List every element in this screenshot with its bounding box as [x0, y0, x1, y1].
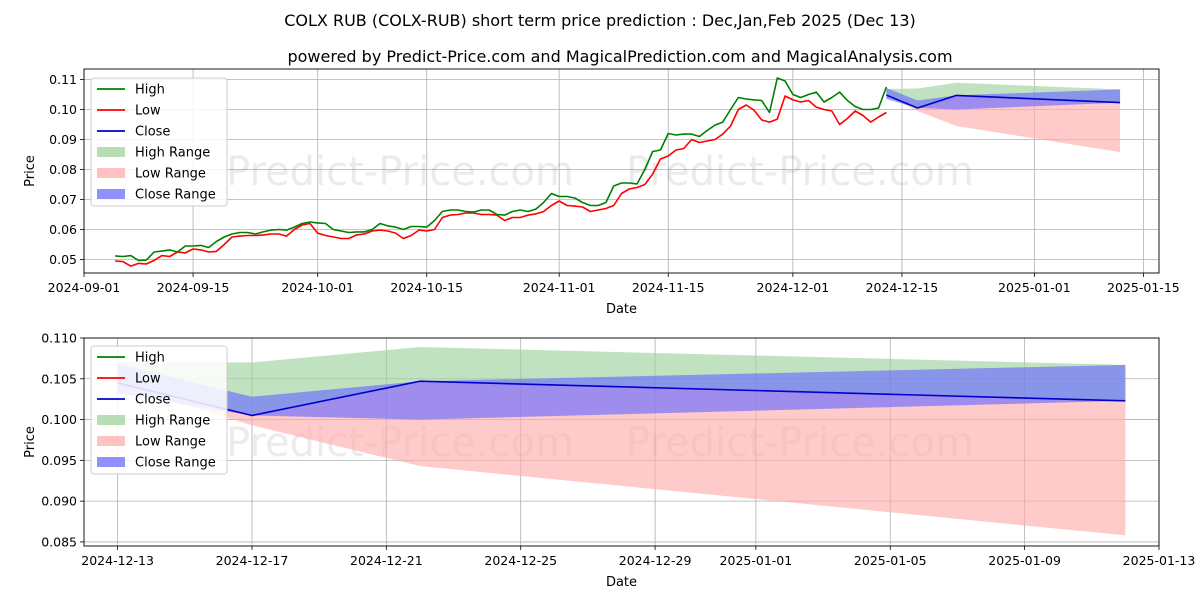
plot-area — [117, 346, 1126, 536]
x-tick-label: 2024-12-25 — [484, 553, 557, 568]
legend-label: Low Range — [135, 435, 206, 450]
x-tick-label: 2024-12-01 — [757, 280, 830, 295]
y-tick-label: 0.08 — [49, 162, 77, 177]
y-tick-label: 0.06 — [49, 222, 77, 237]
legend-label: Low — [135, 104, 161, 119]
bottom-panel: Predict-Price.comPredict-Price.com2024-1… — [23, 331, 1195, 591]
low-series-line — [115, 95, 887, 267]
close-range-band — [117, 364, 1126, 420]
chart-title: COLX RUB (COLX-RUB) short term price pre… — [284, 11, 916, 30]
y-tick-label: 0.105 — [41, 371, 77, 386]
x-tick-label: 2025-01-13 — [1123, 553, 1196, 568]
x-tick-label: 2024-09-01 — [48, 280, 121, 295]
legend-swatch — [97, 147, 125, 157]
x-tick-label: 2025-01-09 — [988, 553, 1061, 568]
y-tick-label: 0.07 — [49, 192, 77, 207]
x-tick-label: 2024-12-15 — [866, 280, 939, 295]
x-tick-label: 2025-01-15 — [1107, 280, 1180, 295]
legend-label: Close — [135, 393, 170, 408]
legend-label: Close — [135, 125, 170, 140]
y-tick-label: 0.095 — [41, 453, 77, 468]
y-tick-label: 0.100 — [41, 412, 77, 427]
legend: High Low Close High Range Low Range Close Ran… — [90, 345, 228, 475]
legend-swatch — [97, 168, 125, 178]
legend-swatch — [97, 436, 125, 446]
x-tick-label: 2024-12-29 — [619, 553, 692, 568]
plot-frame — [83, 337, 1160, 547]
x-tick-label: 2024-10-15 — [390, 280, 463, 295]
x-tick-label: 2024-09-15 — [157, 280, 230, 295]
y-tick-label: 0.05 — [49, 252, 77, 267]
y-tick-label: 0.09 — [49, 132, 77, 147]
legend-label: Low Range — [135, 167, 206, 182]
y-axis-label: Price — [23, 155, 38, 187]
y-tick-label: 0.085 — [41, 534, 77, 549]
legend-label: High Range — [135, 414, 210, 429]
high-series-line — [115, 77, 888, 262]
legend-swatch — [97, 415, 125, 425]
legend-swatch — [97, 189, 125, 199]
x-tick-label: 2024-12-21 — [350, 553, 423, 568]
close-range-band — [886, 87, 1121, 110]
x-tick-label: 2024-12-17 — [216, 553, 289, 568]
y-tick-label: 0.11 — [49, 72, 77, 87]
low-range-band — [886, 95, 1121, 153]
legend-swatch — [97, 457, 125, 467]
x-tick-label: 2024-11-15 — [632, 280, 705, 295]
y-tick-label: 0.10 — [49, 102, 77, 117]
low-range-band — [117, 381, 1126, 536]
chart-subtitle: powered by Predict-Price.com and Magical… — [287, 47, 952, 66]
x-tick-label: 2025-01-05 — [854, 553, 927, 568]
x-tick-label: 2024-11-01 — [523, 280, 596, 295]
x-axis-label: Date — [606, 302, 637, 317]
watermark: Predict-Price.com — [626, 149, 974, 195]
top-panel: Predict-Price.com Predict-Price.com 2024-0… — [23, 68, 1180, 317]
y-tick-label: 0.110 — [41, 331, 77, 346]
x-tick-label: 2025-01-01 — [998, 280, 1071, 295]
x-tick-label: 2024-10-01 — [281, 280, 354, 295]
plot-area — [115, 77, 1121, 267]
x-axis-label: Date — [606, 575, 637, 590]
legend-label: High — [135, 351, 165, 366]
legend-label: High Range — [135, 146, 210, 161]
plot-frame — [83, 68, 1160, 274]
legend-label: Close Range — [135, 188, 216, 203]
legend-label: Close Range — [135, 456, 216, 471]
x-tick-label: 2025-01-01 — [720, 553, 793, 568]
y-tick-label: 0.090 — [41, 494, 77, 509]
legend-label: High — [135, 83, 165, 98]
legend-label: Low — [135, 372, 161, 387]
x-tick-label: 2024-12-13 — [81, 553, 154, 568]
legend: High Low Close High Range Low Range Close Ran… — [90, 77, 228, 207]
close-series-line — [886, 94, 1121, 109]
watermark: Predict-Price.com — [226, 149, 574, 195]
y-axis-label: Price — [23, 426, 38, 458]
